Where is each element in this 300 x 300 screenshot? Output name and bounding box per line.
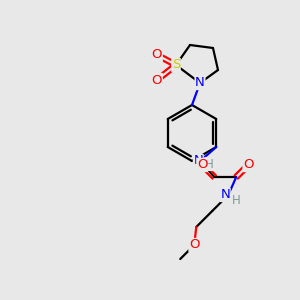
Text: N: N bbox=[194, 154, 203, 167]
Text: N: N bbox=[220, 188, 230, 202]
Text: H: H bbox=[205, 158, 214, 170]
Text: O: O bbox=[243, 158, 254, 172]
Text: O: O bbox=[152, 49, 162, 62]
Text: O: O bbox=[189, 238, 200, 251]
Text: O: O bbox=[152, 74, 162, 86]
Text: N: N bbox=[195, 76, 205, 89]
Text: O: O bbox=[197, 158, 208, 172]
Text: H: H bbox=[232, 194, 241, 206]
Text: S: S bbox=[172, 58, 180, 71]
